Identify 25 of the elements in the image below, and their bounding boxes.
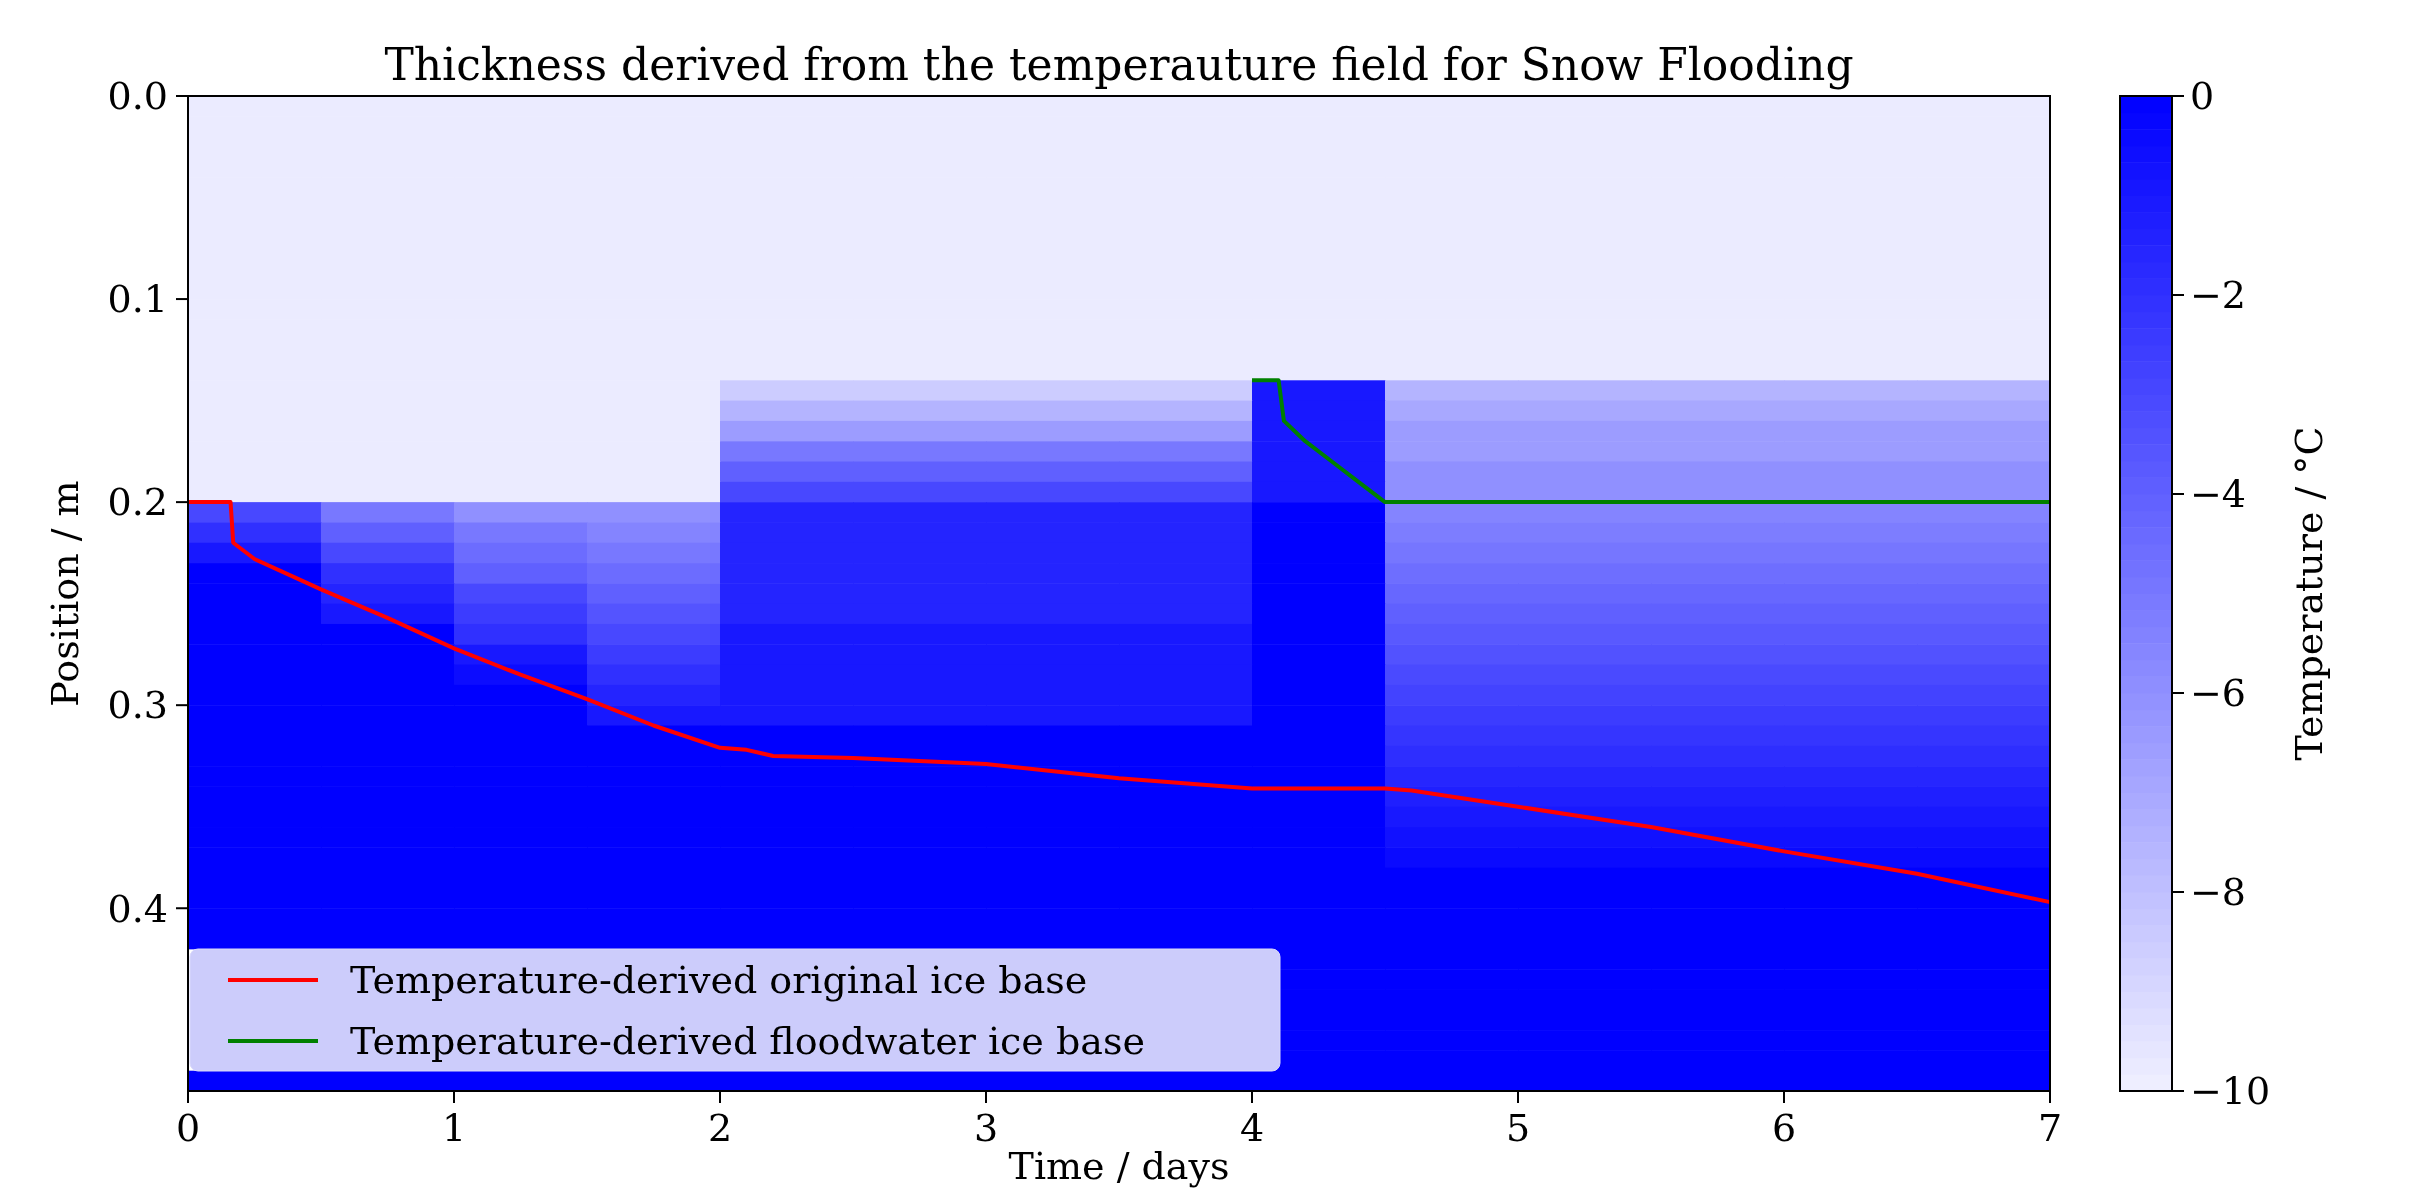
color-bar-title: Temperature / °C <box>2287 426 2331 761</box>
x-tick-label: 1 <box>441 1106 467 1150</box>
x-axis-title: Time / days <box>1008 1144 1230 1188</box>
x-tick-label: 2 <box>707 1106 733 1150</box>
y-tick-label: 0.0 <box>107 74 168 119</box>
color-bar-label: −10 <box>2190 1069 2271 1114</box>
color-bar-label: −8 <box>2190 870 2247 915</box>
y-tick-label: 0.2 <box>107 480 168 525</box>
y-tick-label: 0.3 <box>107 683 168 728</box>
x-tick-label: 5 <box>1505 1106 1531 1150</box>
y-axis-title: Position / m <box>43 480 87 707</box>
legend-label: Temperature-derived original ice base <box>350 958 1088 1003</box>
x-tick-label: 6 <box>1771 1106 1797 1150</box>
color-bar-label: −2 <box>2190 273 2247 318</box>
x-tick-label: 7 <box>2037 1106 2063 1150</box>
color-bar-label: 0 <box>2190 74 2215 119</box>
y-tick-label: 0.4 <box>107 886 168 931</box>
color-bar-label: −4 <box>2190 472 2247 517</box>
color-bar-label: −6 <box>2190 671 2247 716</box>
x-tick-label: 3 <box>973 1106 999 1150</box>
x-tick-label: 4 <box>1239 1106 1265 1150</box>
y-tick-label: 0.1 <box>107 277 168 322</box>
x-tick-label: 0 <box>175 1106 201 1150</box>
chart-title: Thickness derived from the temperauture field for Snow Flooding <box>384 39 1854 90</box>
legend-label: Temperature-derived floodwater ice base <box>350 1019 1145 1064</box>
